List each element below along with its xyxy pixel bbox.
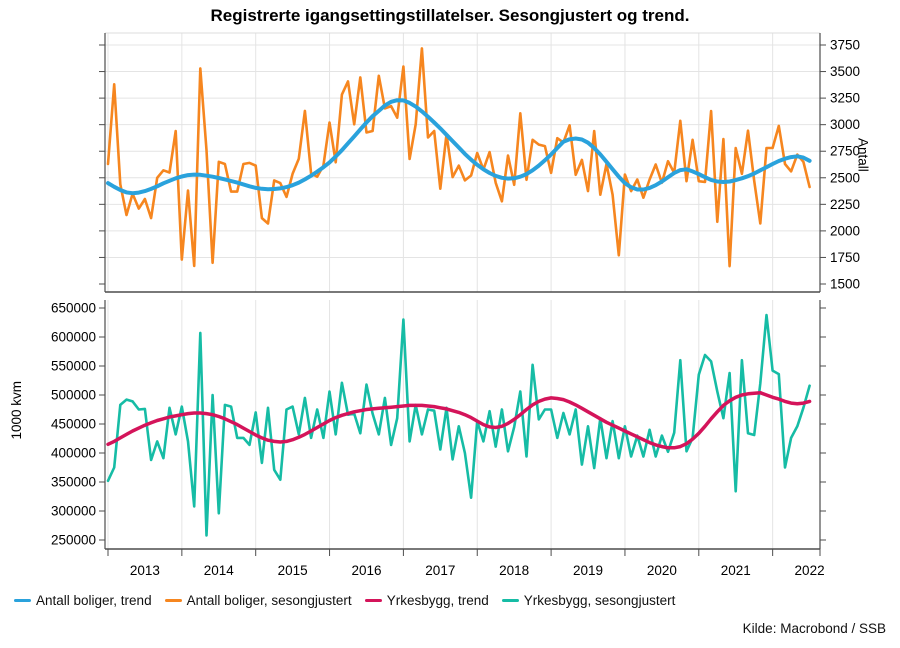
legend-swatch (164, 598, 182, 603)
bottom-y-axis-title: 1000 kvm (9, 381, 24, 440)
y-tick-label: 500000 (51, 388, 96, 403)
x-tick-label: 2017 (425, 563, 455, 578)
y-tick-label: 1500 (830, 277, 860, 292)
y-tick-label: 250000 (51, 533, 96, 548)
legend-swatch (501, 598, 519, 603)
legend-label: Yrkesbygg, trend (386, 593, 489, 608)
x-tick-label: 2015 (278, 563, 308, 578)
y-tick-label: 3250 (830, 91, 860, 106)
chart-legend: Antall boliger, trend Antall boliger, ses… (14, 593, 892, 608)
legend-item-antall-boliger-sesongjustert: Antall boliger, sesongjustert (164, 593, 352, 608)
legend-label: Antall boliger, trend (36, 593, 152, 608)
x-tick-label: 2022 (795, 563, 825, 578)
x-tick-label: 2013 (130, 563, 160, 578)
series-lines (106, 47, 812, 537)
x-tick-label: 2020 (647, 563, 677, 578)
series-yrkesbygg-trend (106, 390, 812, 450)
series-antall-boliger-sesongjustert (106, 47, 811, 268)
axis-labels: 1500 1750 2000 2250 2500 2750 3000 3250 3500 3750… (51, 38, 860, 579)
y-tick-label: 300000 (51, 504, 96, 519)
legend-label: Yrkesbygg, sesongjustert (523, 593, 676, 608)
y-tick-label: 650000 (51, 301, 96, 316)
y-tick-label: 3500 (830, 64, 860, 79)
legend-swatch (14, 598, 31, 603)
legend-item-antall-boliger-trend: Antall boliger, trend (14, 593, 152, 608)
y-tick-label: 600000 (51, 330, 96, 345)
legend-item-yrkesbygg-trend: Yrkesbygg, trend (364, 593, 489, 608)
y-tick-label: 1750 (830, 250, 860, 265)
chart-title: Registrerte igangsettingstillatelser. Se… (210, 6, 690, 25)
y-tick-label: 350000 (51, 475, 96, 490)
axis-ticks (99, 44, 826, 556)
x-tick-label: 2021 (721, 563, 751, 578)
y-tick-label: 550000 (51, 359, 96, 374)
x-tick-label: 2014 (204, 563, 235, 578)
legend-label: Antall boliger, sesongjustert (186, 593, 352, 608)
series-antall-boliger-trend (106, 98, 812, 196)
y-tick-label: 3000 (830, 117, 860, 132)
chart-canvas: 1500 1750 2000 2250 2500 2750 3000 3250 3500 3750… (51, 32, 860, 579)
y-tick-label: 450000 (51, 417, 96, 432)
y-tick-label: 2500 (830, 170, 860, 185)
x-tick-label: 2018 (499, 563, 529, 578)
gridlines (105, 33, 820, 549)
legend-item-yrkesbygg-sesongjustert: Yrkesbygg, sesongjustert (501, 593, 676, 608)
y-tick-label: 400000 (51, 446, 96, 461)
y-tick-label: 2000 (830, 223, 860, 238)
top-y-axis-title: Antall (855, 138, 871, 172)
x-tick-label: 2019 (573, 563, 603, 578)
legend-swatch (364, 598, 382, 603)
y-tick-label: 2250 (830, 197, 860, 212)
y-tick-label: 3750 (830, 38, 860, 53)
panel-frames (104, 32, 821, 550)
y-tick-label: 2750 (830, 144, 860, 159)
x-tick-label: 2016 (351, 563, 381, 578)
source-text: Kilde: Macrobond / SSB (742, 621, 886, 636)
